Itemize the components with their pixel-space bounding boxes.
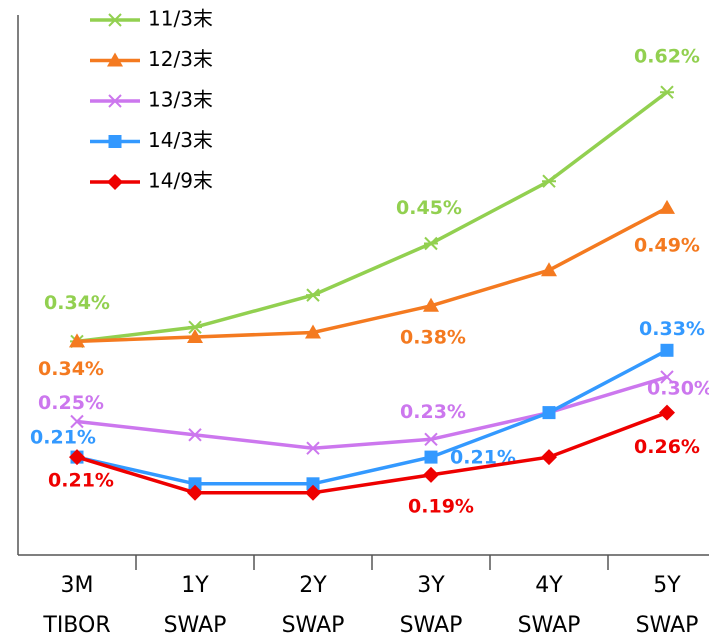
value-label: 0.45%	[396, 197, 462, 219]
point-marker	[424, 432, 438, 447]
value-label: 0.49%	[634, 234, 700, 256]
series-line	[76, 348, 668, 486]
x-tick-label: 2Y	[299, 573, 327, 598]
value-label: 0.34%	[38, 358, 104, 380]
value-label: 0.33%	[639, 318, 705, 340]
point-marker	[659, 199, 675, 214]
point-marker	[423, 466, 439, 483]
legend-label: 11/3末	[148, 7, 213, 31]
series-line	[76, 206, 668, 344]
x-tick-label: SWAP	[636, 613, 699, 638]
point-marker	[188, 428, 202, 442]
value-label: 0.19%	[408, 495, 474, 517]
value-label: 0.34%	[44, 292, 110, 314]
x-tick-label: 4Y	[535, 573, 563, 598]
legend-marker	[108, 135, 122, 148]
legend-label: 14/9末	[148, 169, 213, 193]
x-tick-label: TIBOR	[42, 613, 110, 638]
legend-marker	[107, 52, 123, 67]
point-marker	[306, 477, 320, 491]
x-tick-label: SWAP	[400, 613, 463, 638]
series-line	[76, 375, 668, 450]
value-label: 0.30%	[647, 378, 709, 400]
x-tick-label: 3M	[61, 573, 94, 598]
legend-marker	[107, 174, 123, 190]
legend-label: 12/3末	[148, 47, 213, 71]
point-marker	[541, 449, 557, 466]
point-marker	[542, 174, 556, 188]
point-marker	[69, 449, 85, 466]
x-tick-label: 1Y	[181, 573, 209, 598]
value-label: 0.25%	[38, 392, 104, 414]
point-marker	[306, 441, 320, 455]
x-tick-label: SWAP	[282, 613, 345, 638]
point-marker	[541, 262, 557, 277]
legend-marker	[108, 94, 122, 108]
x-tick-label: 5Y	[653, 573, 681, 598]
point-marker	[187, 328, 203, 343]
x-tick-label: SWAP	[518, 613, 581, 638]
point-marker	[305, 484, 321, 501]
value-label: 0.23%	[400, 401, 466, 423]
value-label: 0.26%	[634, 436, 700, 458]
legend-marker	[108, 13, 122, 27]
point-marker	[424, 236, 438, 251]
point-marker	[423, 297, 439, 312]
point-marker	[660, 343, 674, 357]
value-label: 0.21%	[48, 470, 114, 492]
point-marker	[188, 320, 202, 334]
point-marker	[659, 404, 675, 421]
point-marker	[187, 484, 203, 501]
point-marker	[660, 85, 674, 99]
point-marker	[69, 333, 85, 348]
series-line	[76, 90, 669, 344]
point-marker	[424, 450, 438, 464]
point-marker	[305, 324, 321, 339]
value-label: 0.62%	[634, 46, 700, 68]
x-tick-label: SWAP	[164, 613, 227, 638]
x-tick-label: 3Y	[417, 573, 445, 598]
value-label: 0.38%	[400, 326, 466, 348]
series-line	[76, 410, 668, 495]
point-marker	[306, 288, 320, 302]
legend-label: 13/3末	[148, 88, 213, 112]
point-marker	[660, 370, 674, 384]
value-label: 0.21%	[30, 427, 96, 449]
point-marker	[70, 414, 84, 429]
legend-label: 14/3末	[148, 128, 213, 152]
point-marker	[188, 477, 202, 491]
point-marker	[542, 406, 556, 420]
